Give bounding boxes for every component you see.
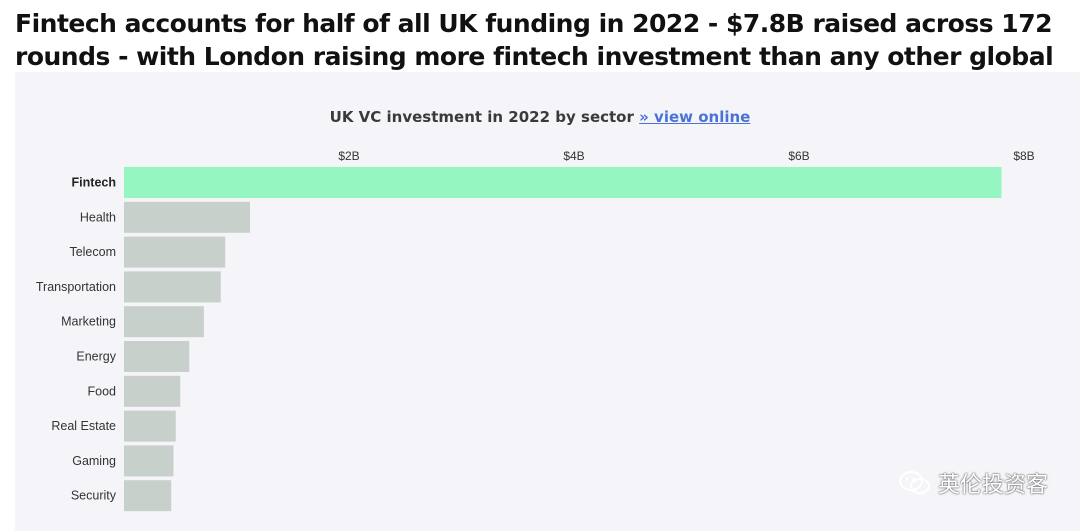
category-label: Marketing (61, 315, 116, 329)
bar-gaming[interactable] (124, 445, 174, 477)
category-label: Food (88, 384, 117, 398)
bar-energy[interactable] (124, 341, 190, 372)
bar-health[interactable] (124, 201, 250, 233)
category-label: Telecom (69, 245, 116, 259)
x-tick-label: $2B (338, 149, 359, 163)
bar-security[interactable] (124, 480, 172, 512)
watermark-text: 英伦投资客 (937, 473, 1048, 498)
category-label: Energy (76, 350, 116, 364)
watermark: 英伦投资客 (898, 467, 1048, 499)
bar-transportation[interactable] (124, 271, 221, 303)
bar-telecom[interactable] (124, 236, 226, 268)
chart-title-text: UK VC investment in 2022 by sector (329, 108, 634, 126)
bar-food[interactable] (124, 375, 181, 407)
bar-real-estate[interactable] (124, 410, 176, 442)
category-label: Transportation (36, 280, 116, 294)
bar-fintech[interactable] (124, 167, 1002, 198)
category-label: Gaming (72, 454, 116, 468)
x-tick-label: $6B (788, 149, 809, 163)
category-label: Fintech (72, 176, 116, 190)
chart-title: UK VC investment in 2022 by sector » vie… (0, 108, 1080, 126)
category-label: Real Estate (51, 419, 116, 433)
x-tick-label: $8B (1013, 149, 1034, 163)
category-label: Health (80, 210, 116, 224)
headline: Fintech accounts for half of all UK fund… (15, 9, 1054, 104)
wechat-icon (898, 471, 930, 494)
category-label: Security (71, 489, 117, 503)
view-online-link[interactable]: » view online (639, 108, 751, 126)
x-tick-label: $4B (563, 149, 584, 163)
bar-marketing[interactable] (124, 306, 204, 338)
